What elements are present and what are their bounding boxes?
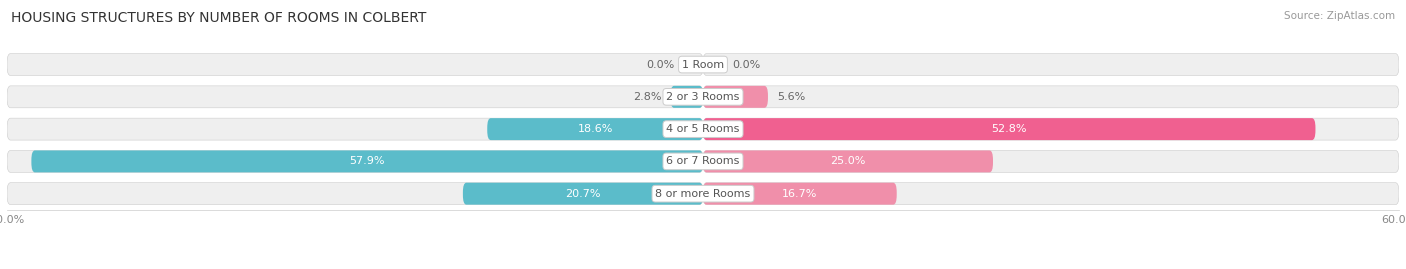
Text: 6 or 7 Rooms: 6 or 7 Rooms xyxy=(666,156,740,167)
Text: 16.7%: 16.7% xyxy=(782,189,817,199)
FancyBboxPatch shape xyxy=(703,86,1399,108)
Text: 25.0%: 25.0% xyxy=(831,156,866,167)
Text: 18.6%: 18.6% xyxy=(578,124,613,134)
FancyBboxPatch shape xyxy=(703,150,993,172)
FancyBboxPatch shape xyxy=(463,183,703,205)
Text: 2.8%: 2.8% xyxy=(633,92,661,102)
Text: 1 Room: 1 Room xyxy=(682,59,724,70)
Text: 8 or more Rooms: 8 or more Rooms xyxy=(655,189,751,199)
Text: 57.9%: 57.9% xyxy=(350,156,385,167)
FancyBboxPatch shape xyxy=(703,86,768,108)
FancyBboxPatch shape xyxy=(488,118,703,140)
Text: 20.7%: 20.7% xyxy=(565,189,600,199)
Text: HOUSING STRUCTURES BY NUMBER OF ROOMS IN COLBERT: HOUSING STRUCTURES BY NUMBER OF ROOMS IN… xyxy=(11,11,426,25)
Text: 4 or 5 Rooms: 4 or 5 Rooms xyxy=(666,124,740,134)
Text: 5.6%: 5.6% xyxy=(778,92,806,102)
Text: 0.0%: 0.0% xyxy=(733,59,761,70)
FancyBboxPatch shape xyxy=(31,150,703,172)
FancyBboxPatch shape xyxy=(7,118,703,140)
FancyBboxPatch shape xyxy=(671,86,703,108)
FancyBboxPatch shape xyxy=(703,183,897,205)
FancyBboxPatch shape xyxy=(703,183,1399,205)
FancyBboxPatch shape xyxy=(703,54,1399,76)
Text: 2 or 3 Rooms: 2 or 3 Rooms xyxy=(666,92,740,102)
Text: Source: ZipAtlas.com: Source: ZipAtlas.com xyxy=(1284,11,1395,21)
FancyBboxPatch shape xyxy=(7,86,703,108)
FancyBboxPatch shape xyxy=(7,54,703,76)
Text: 0.0%: 0.0% xyxy=(645,59,673,70)
FancyBboxPatch shape xyxy=(703,150,1399,172)
FancyBboxPatch shape xyxy=(7,150,703,172)
FancyBboxPatch shape xyxy=(7,183,703,205)
FancyBboxPatch shape xyxy=(703,118,1316,140)
FancyBboxPatch shape xyxy=(703,118,1399,140)
Text: 52.8%: 52.8% xyxy=(991,124,1026,134)
